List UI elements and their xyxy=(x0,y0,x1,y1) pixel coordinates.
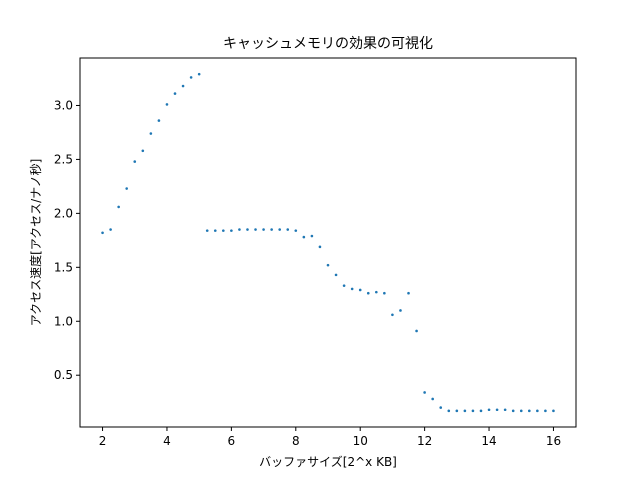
data-point xyxy=(519,409,523,413)
data-point xyxy=(536,409,539,413)
data-point xyxy=(189,76,193,79)
data-point xyxy=(383,291,386,295)
data-point xyxy=(117,205,120,209)
data-point xyxy=(246,228,249,231)
data-point xyxy=(165,103,169,106)
data-point xyxy=(487,408,491,412)
data-point xyxy=(270,228,273,231)
y-tick-label: 0.5 xyxy=(54,368,73,382)
y-tick-label: 2.5 xyxy=(54,152,73,166)
data-point xyxy=(391,313,394,317)
y-axis-label: アクセス速度[アクセス/ナノ秒] xyxy=(28,159,43,327)
data-point xyxy=(366,291,370,295)
data-point xyxy=(125,187,128,190)
x-axis-ticks: 2 4 6 8 10 12 14 16 xyxy=(99,427,561,448)
data-point xyxy=(399,309,402,312)
data-point xyxy=(286,228,290,231)
data-point xyxy=(407,291,410,295)
data-point xyxy=(109,228,112,231)
data-point xyxy=(415,329,418,333)
data-point xyxy=(326,263,330,267)
data-point xyxy=(230,229,233,232)
plot-area-frame xyxy=(79,57,577,428)
x-tick-label: 10 xyxy=(353,434,368,448)
data-point xyxy=(318,245,322,249)
data-point xyxy=(197,72,201,76)
data-point xyxy=(262,228,265,231)
data-point xyxy=(334,273,338,277)
y-tick-label: 1.5 xyxy=(54,260,73,274)
data-point xyxy=(495,408,499,412)
data-point xyxy=(310,234,314,238)
x-axis-label: バッファサイズ[2^x KB] xyxy=(259,454,397,469)
x-tick-label: 4 xyxy=(163,434,171,448)
data-point xyxy=(431,397,434,401)
chart-title: キャッシュメモリの効果の可視化 xyxy=(223,36,433,52)
data-point xyxy=(302,235,306,239)
data-point xyxy=(294,229,298,232)
data-point xyxy=(181,84,185,88)
data-point xyxy=(254,228,257,231)
data-point xyxy=(479,409,483,413)
data-point xyxy=(455,409,459,413)
data-point xyxy=(463,409,467,413)
data-point xyxy=(439,406,443,409)
x-tick-label: 12 xyxy=(417,434,432,448)
data-point xyxy=(101,231,104,235)
data-point xyxy=(350,287,354,291)
data-point xyxy=(278,228,281,231)
data-point xyxy=(213,229,217,232)
x-tick-label: 14 xyxy=(481,434,496,448)
data-point xyxy=(552,409,555,413)
y-tick-label: 3.0 xyxy=(54,98,73,112)
data-point xyxy=(149,132,153,135)
data-point xyxy=(157,119,161,122)
data-point xyxy=(133,160,137,163)
y-tick-label: 2.0 xyxy=(54,206,73,220)
data-point xyxy=(141,149,145,153)
data-point xyxy=(503,408,507,412)
data-point xyxy=(423,391,426,394)
scatter-points xyxy=(101,72,555,413)
x-tick-label: 16 xyxy=(546,434,561,448)
data-point xyxy=(544,409,547,413)
data-point xyxy=(447,409,451,413)
data-point xyxy=(511,409,515,413)
x-tick-label: 6 xyxy=(228,434,236,448)
data-point xyxy=(358,288,362,292)
x-tick-label: 8 xyxy=(292,434,300,448)
data-point xyxy=(375,290,378,294)
x-tick-label: 2 xyxy=(99,434,107,448)
y-axis-ticks: 0.5 1.0 1.5 2.0 2.5 3.0 xyxy=(54,98,80,382)
data-point xyxy=(173,92,177,95)
data-point xyxy=(528,409,531,413)
y-tick-label: 1.0 xyxy=(54,314,73,328)
data-point xyxy=(205,229,209,232)
data-point xyxy=(222,229,225,232)
data-point xyxy=(471,409,475,413)
data-point xyxy=(342,284,346,287)
data-point xyxy=(238,228,241,231)
